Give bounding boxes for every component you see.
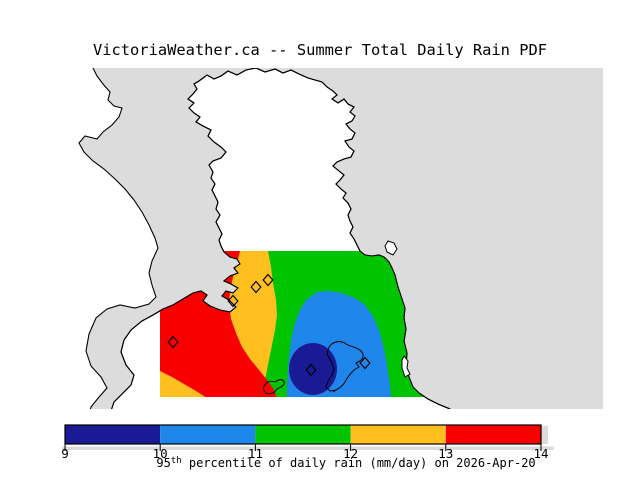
- colorbar-axis-strip: [62, 446, 554, 450]
- colorbar-tick-label: 13: [438, 446, 453, 461]
- harbour-outline: [328, 341, 364, 393]
- colorbar: 9 10 11 12 13 14 95th percentile of daily rai…: [61, 424, 554, 470]
- colorbar-segment: [350, 425, 446, 444]
- colorbar-segment: [65, 425, 161, 444]
- colorbar-caption: 95th percentile of daily rain (mm/day) o…: [156, 456, 535, 470]
- island-north-sliver: [384, 240, 398, 256]
- colorbar-tick-label: 10: [153, 446, 168, 461]
- station-diamond-marker: [262, 273, 274, 287]
- harbour-outline-tail: [325, 346, 337, 392]
- colorbar-segments: [65, 425, 541, 444]
- colorbar-tick-label: 11: [248, 446, 263, 461]
- station-diamond-marker: [359, 356, 371, 370]
- island-east-sliver: [401, 355, 411, 378]
- station-diamond-marker: [227, 294, 239, 308]
- station-diamond-marker: [250, 280, 262, 294]
- coastline-west-land: [0, 68, 159, 409]
- lagoon-outline: [263, 379, 285, 395]
- figure-title: VictoriaWeather.ca -- Summer Total Daily…: [93, 41, 547, 59]
- station-diamond-marker: [305, 363, 317, 377]
- colorbar-frame: [64, 424, 542, 445]
- colorbar-tick-label: 14: [533, 446, 548, 461]
- colorbar-segment: [255, 425, 351, 444]
- colorbar-segment: [445, 425, 541, 444]
- colorbar-end-cap: [541, 425, 548, 444]
- colorbar-segment: [160, 425, 256, 444]
- station-diamond-marker: [167, 335, 179, 349]
- station-markers: [167, 273, 371, 377]
- colorbar-ticks: 9 10 11 12 13 14: [61, 444, 549, 461]
- map-area: [0, 68, 603, 409]
- colorbar-tick-label: 12: [343, 446, 358, 461]
- colorbar-tick-label: 9: [61, 446, 69, 461]
- band-9-10: [289, 343, 337, 395]
